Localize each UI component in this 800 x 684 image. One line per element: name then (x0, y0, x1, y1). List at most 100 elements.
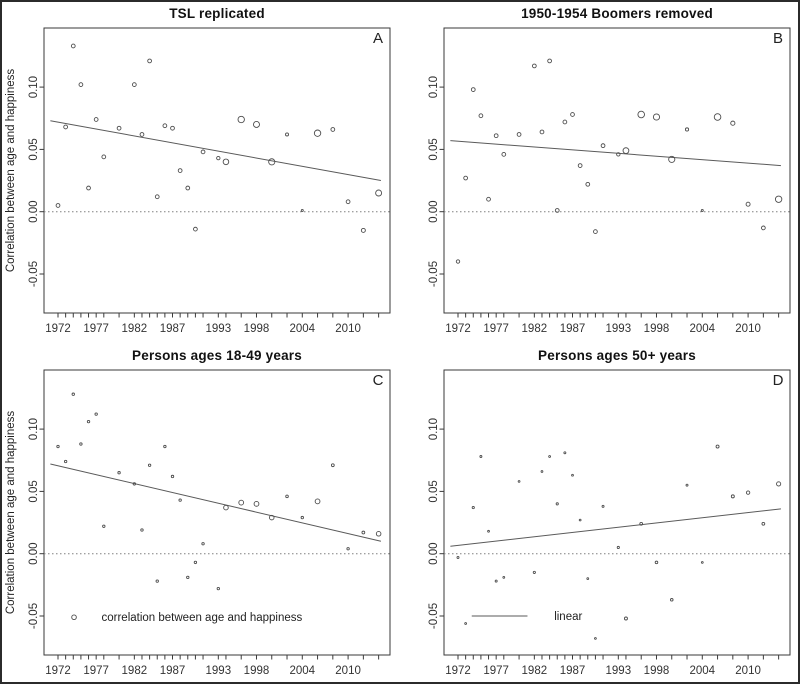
x-tick-label: 1998 (244, 323, 270, 335)
panel-d: 1972 1977 1982 1987 1993 1998 2004 2010 -0.05 0.0… (400, 342, 800, 684)
data-point (652, 113, 661, 121)
panel-d-title: Persons ages 50+ years (538, 348, 696, 363)
data-point (540, 470, 544, 473)
x-tick-label: 1972 (45, 323, 71, 335)
data-point (571, 473, 574, 477)
data-point (455, 259, 461, 264)
data-point (594, 637, 597, 640)
x-tick-label: 2010 (735, 323, 761, 335)
data-point (147, 58, 152, 64)
data-point (685, 483, 689, 487)
data-point (222, 158, 230, 166)
panel-c-plot: 1972 1977 1982 1987 1993 1998 2004 2010 -0.05 0.0… (28, 369, 391, 677)
data-point (562, 119, 568, 125)
data-point (761, 521, 766, 526)
legend-label: linear (554, 611, 582, 623)
data-point (132, 482, 136, 486)
data-point (285, 132, 289, 137)
data-point (314, 498, 321, 505)
x-tick-label: 1977 (483, 323, 509, 335)
data-point (637, 110, 645, 119)
y-tick-label: 0.05 (28, 480, 40, 502)
data-point (140, 528, 144, 532)
panel-b-plot: 1972 1977 1982 1987 1993 1998 2004 2010 -0.05 0.0… (428, 27, 791, 335)
data-point (622, 147, 630, 154)
x-tick-label: 2010 (335, 323, 361, 335)
x-tick-label: 1982 (522, 323, 548, 335)
data-point (201, 542, 205, 546)
data-point (684, 127, 690, 132)
data-point (700, 209, 704, 212)
data-point (774, 195, 783, 203)
data-point (464, 622, 467, 625)
y-axis-title: Correlation between age and happiness (5, 68, 17, 273)
x-tick-label: 1993 (206, 665, 232, 677)
data-point (155, 579, 159, 583)
x-tick-label: 1998 (644, 665, 670, 677)
y-tick-label: 0.00 (28, 201, 40, 223)
data-point (501, 152, 507, 157)
y-tick-label: 0.00 (428, 543, 440, 565)
data-point (285, 494, 289, 499)
trend-line (50, 120, 382, 182)
panel-d-plot: 1972 1977 1982 1987 1993 1998 2004 2010 -0.05 0.0… (428, 369, 791, 677)
panel-b: 1972 1977 1982 1987 1993 1998 2004 2010 -0.05 0.0… (400, 0, 800, 342)
data-point (63, 459, 68, 464)
x-tick-label: 1977 (483, 665, 509, 677)
data-point (268, 158, 276, 166)
data-point (479, 455, 483, 458)
data-point (585, 181, 591, 187)
data-point (601, 504, 605, 508)
data-point (346, 547, 350, 551)
y-tick-label: -0.05 (28, 261, 40, 287)
data-point (154, 194, 160, 200)
x-tick-label: 2004 (289, 665, 315, 677)
y-tick-label: -0.05 (428, 603, 440, 629)
plot-box (43, 27, 391, 314)
data-point (670, 598, 674, 602)
data-point (70, 43, 76, 49)
panel-c-title: Persons ages 18-49 years (132, 348, 302, 363)
data-point (313, 129, 322, 137)
x-tick-label: 1972 (45, 665, 71, 677)
data-point (269, 514, 275, 521)
legend-marker-circle (71, 614, 77, 620)
data-point (102, 524, 106, 528)
x-tick-label: 1987 (160, 665, 186, 677)
data-point (63, 124, 68, 130)
x-tick-label: 1982 (522, 665, 548, 677)
data-point (547, 58, 552, 64)
data-point (117, 471, 121, 475)
data-point (86, 185, 91, 191)
data-point (55, 203, 61, 208)
data-point (101, 154, 107, 160)
data-point (616, 152, 621, 157)
data-point (578, 518, 582, 522)
data-point (216, 155, 221, 161)
data-point (593, 229, 598, 234)
data-point (139, 132, 145, 137)
data-point (713, 113, 722, 121)
data-point (517, 480, 521, 483)
data-point (300, 209, 304, 212)
data-point (147, 463, 152, 467)
data-point (639, 521, 644, 526)
data-point (238, 499, 245, 506)
data-point (456, 555, 460, 559)
x-tick-label: 1993 (606, 665, 632, 677)
data-point (185, 185, 191, 191)
x-tick-label: 1982 (122, 323, 148, 335)
data-point (177, 168, 183, 173)
data-point (94, 412, 98, 416)
data-point (186, 575, 190, 580)
panel-b-letter: B (772, 30, 783, 47)
data-point (375, 531, 382, 537)
data-point (162, 123, 168, 129)
legend-label: correlation between age and happiness (102, 612, 303, 624)
data-point (516, 132, 522, 137)
data-point (577, 163, 583, 168)
data-point (502, 576, 506, 579)
x-tick-label: 1987 (560, 665, 586, 677)
trend-line (450, 140, 781, 167)
panel-a-letter: A (372, 30, 383, 47)
